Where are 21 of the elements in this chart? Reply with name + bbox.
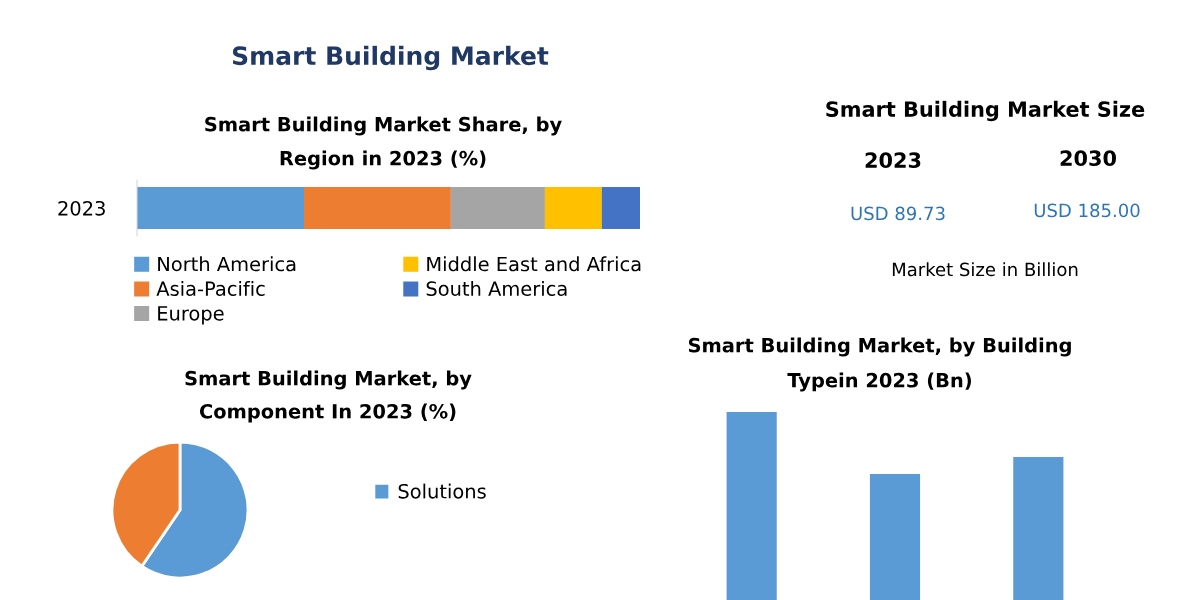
legend-label: Middle East and Africa <box>427 256 641 272</box>
legend-label: Asia-Pacific <box>156 280 265 296</box>
text: Smart Building Market Share, by Region in 2023 (%) <box>205 116 562 170</box>
legend-label: North America <box>158 256 296 272</box>
chart-title: Smart Building Market, by Building Typein 2023 (Bn) <box>688 337 1071 392</box>
legend-label: South America <box>426 280 567 296</box>
bar <box>544 187 602 229</box>
bar <box>601 187 640 229</box>
bar <box>137 187 304 229</box>
legend-label: Europe <box>158 306 224 325</box>
text: USD 89.73 <box>851 206 945 221</box>
text: USD 185.00 <box>1034 203 1140 218</box>
legend-label: Solutions <box>398 483 486 499</box>
bar <box>450 187 545 229</box>
text: Smart Building Market <box>232 45 549 71</box>
text: 2023 <box>58 200 105 216</box>
text: Smart Building Market Size <box>826 100 1145 122</box>
bar <box>304 187 451 229</box>
text: Market Size in Billion <box>892 262 1078 277</box>
chart-title: Smart Building Market, by Component In 2023 (%) <box>185 370 472 423</box>
text: 2030 <box>1060 150 1116 167</box>
